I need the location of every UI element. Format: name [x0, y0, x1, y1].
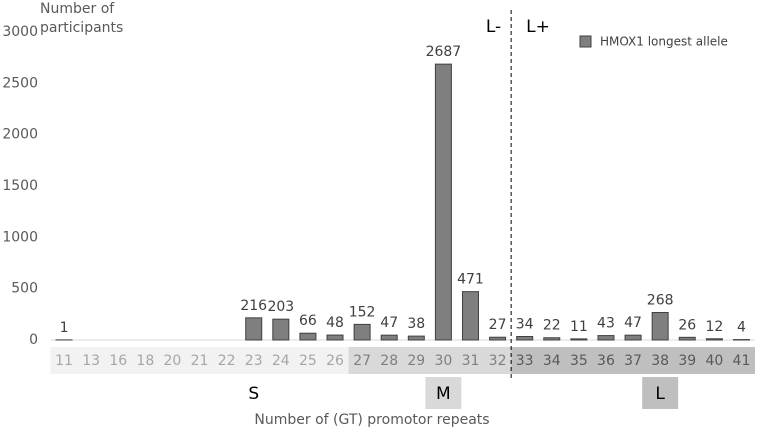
x-tick-label: 29 — [407, 353, 425, 369]
value-label: 43 — [597, 316, 615, 332]
value-label: 47 — [624, 315, 642, 331]
value-label: 203 — [267, 299, 294, 315]
value-label: 34 — [516, 317, 534, 333]
bar — [461, 291, 479, 341]
group-box — [642, 377, 679, 409]
value-label: 1 — [60, 320, 69, 336]
value-label: 38 — [407, 316, 425, 332]
x-tick-label: 27 — [353, 353, 371, 369]
value-label: 22 — [543, 318, 561, 334]
bar — [326, 334, 344, 341]
value-label: 471 — [457, 272, 484, 288]
value-label: 66 — [299, 313, 317, 329]
x-tick-label: 39 — [678, 353, 696, 369]
group-label: M — [436, 384, 451, 404]
bar — [489, 336, 507, 341]
bar — [678, 336, 696, 341]
divider-label: L- — [486, 17, 501, 37]
x-tick-label: 25 — [299, 353, 317, 369]
category-band — [50, 347, 349, 374]
x-tick-label: 41 — [733, 353, 751, 369]
value-label: 2687 — [426, 44, 462, 60]
x-tick-label: 22 — [218, 353, 236, 369]
y-tick-label: 0 — [29, 332, 38, 348]
x-tick-label: 32 — [489, 353, 507, 369]
x-tick-label: 26 — [326, 353, 344, 369]
bar — [624, 334, 642, 341]
x-tick-label: 13 — [82, 353, 100, 369]
bar — [434, 63, 452, 341]
x-tick-label: 20 — [164, 353, 182, 369]
group-label: S — [248, 384, 259, 404]
x-tick-label: 31 — [462, 353, 480, 369]
y-axis-title: Number of participants — [40, 1, 124, 36]
x-tick-label: 23 — [245, 353, 263, 369]
x-tick-label: 40 — [705, 353, 723, 369]
bar — [570, 338, 588, 341]
y-tick-label: 2500 — [2, 75, 38, 91]
group-label: L — [655, 384, 665, 404]
value-label: 4 — [737, 320, 746, 336]
bar — [380, 334, 398, 341]
x-tick-label: 36 — [597, 353, 615, 369]
bar — [543, 337, 561, 341]
value-label: 11 — [570, 319, 588, 335]
value-label: 47 — [380, 315, 398, 331]
x-axis-title: Number of (GT) promotor repeats — [254, 412, 489, 428]
bar — [407, 335, 425, 341]
group-box — [425, 377, 462, 409]
value-label: 48 — [326, 315, 344, 331]
value-label: 27 — [489, 317, 507, 333]
x-tick-label: 38 — [651, 353, 669, 369]
legend-label: HMOX1 longest allele — [600, 35, 728, 49]
bar — [299, 332, 317, 341]
group-box — [235, 377, 272, 409]
x-tick-label: 30 — [434, 353, 452, 369]
x-tick-label: 35 — [570, 353, 588, 369]
bar — [705, 338, 723, 341]
value-label: 216 — [240, 298, 267, 314]
value-label: 152 — [349, 304, 376, 320]
bar — [272, 318, 290, 341]
x-tick-label: 24 — [272, 353, 290, 369]
x-tick-label: 16 — [109, 353, 127, 369]
y-tick-label: 500 — [11, 281, 38, 297]
y-tick-label: 2000 — [2, 127, 38, 143]
value-label: 12 — [705, 319, 723, 335]
x-tick-label: 28 — [380, 353, 398, 369]
value-label: 268 — [647, 292, 674, 308]
category-band — [348, 347, 512, 374]
divider-label: L+ — [526, 17, 550, 37]
y-tick-label: 3000 — [2, 24, 38, 40]
bar — [353, 323, 371, 341]
legend-swatch — [579, 35, 592, 48]
x-tick-label: 11 — [55, 353, 73, 369]
bar — [597, 335, 615, 341]
y-tick-label: 1000 — [2, 229, 38, 245]
value-label: 26 — [678, 317, 696, 333]
bar — [516, 336, 534, 341]
y-tick-label: 1500 — [2, 178, 38, 194]
x-tick-label: 18 — [136, 353, 154, 369]
x-tick-label: 21 — [191, 353, 209, 369]
bar — [245, 317, 263, 341]
x-tick-label: 33 — [516, 353, 534, 369]
x-tick-label: 37 — [624, 353, 642, 369]
category-band — [511, 347, 755, 374]
x-tick-label: 34 — [543, 353, 561, 369]
bar — [651, 311, 669, 341]
